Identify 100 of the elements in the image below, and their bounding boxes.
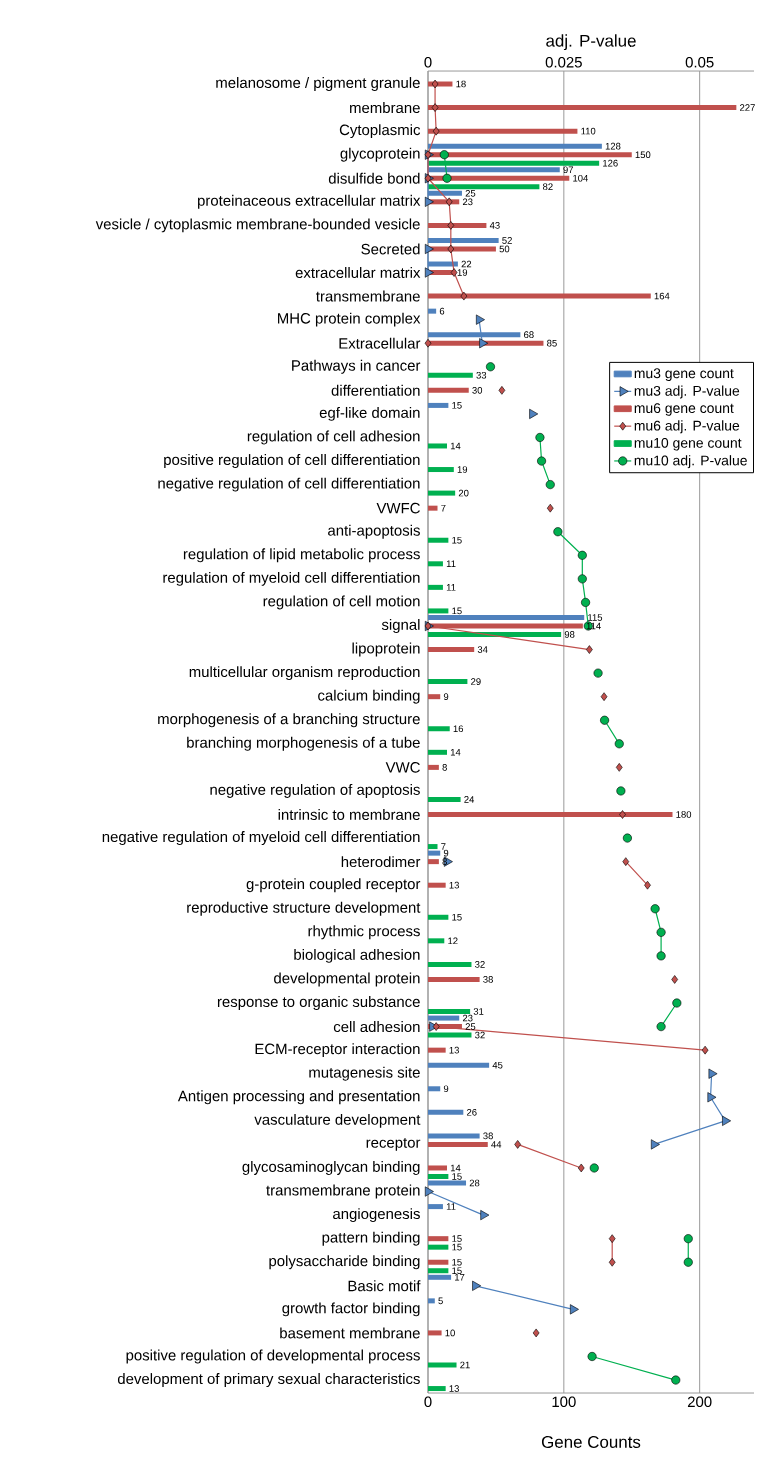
x-axis-title: Gene Counts [541, 1435, 641, 1448]
data-label: 115 [588, 614, 603, 621]
data-label: 21 [460, 1361, 470, 1369]
data-label: 15 [452, 402, 462, 409]
y-tick-label: branching morphogenesis of a tube [187, 736, 420, 751]
data-label: 85 [547, 339, 557, 347]
data-label: 15 [452, 1258, 462, 1266]
data-label: 82 [543, 183, 553, 191]
data-label: 128 [605, 142, 621, 150]
y-tick-label: regulation of myeloid cell differentiation [163, 571, 420, 586]
data-label: 11 [446, 584, 456, 591]
y-tick-label: polysaccharide binding [269, 1255, 420, 1270]
data-label: 32 [475, 1031, 485, 1039]
y-tick-label: regulation of lipid metabolic process [183, 548, 420, 563]
y-tick-label: rhythmic process [308, 925, 420, 940]
data-label: 38 [483, 976, 493, 983]
y-tick-label: Antigen processing and presentation [177, 1090, 420, 1105]
data-label: 126 [603, 159, 618, 167]
data-label: 8 [442, 764, 447, 771]
data-label: 11 [446, 1203, 456, 1210]
y-tick-label: melanosome / pigment granule [216, 77, 420, 91]
x-tick-label: 0 [424, 1396, 432, 1408]
y-tick-label: Secreted [361, 243, 420, 255]
data-label: 15 [452, 1173, 462, 1180]
data-label: 10 [445, 1329, 455, 1337]
data-label: 13 [449, 1046, 459, 1054]
y-tick-label: receptor [366, 1138, 421, 1151]
data-label: 23 [462, 198, 473, 206]
data-label: 23 [462, 1014, 473, 1022]
data-label: 24 [464, 796, 475, 803]
legend-label: mu10 adj. P-value [634, 455, 747, 469]
data-label: 45 [492, 1061, 503, 1069]
y-tick-label: basement membrane [280, 1327, 420, 1339]
y-tick-label: membrane [350, 102, 420, 114]
x2-tick-label: 0 [424, 56, 432, 68]
data-label: 18 [456, 80, 466, 88]
data-label: 150 [635, 151, 651, 159]
y-tick-label: VWFC [376, 502, 420, 514]
data-label: 52 [502, 237, 512, 244]
y-tick-label: differentiation [331, 384, 420, 396]
data-label: 97 [563, 166, 574, 174]
y-tick-label: developmental protein [274, 972, 420, 987]
y-tick-label: negative regulation of cell differentiation [158, 477, 420, 492]
data-label: 44 [491, 1141, 502, 1148]
data-label: 20 [458, 489, 469, 497]
y-tick-label: response to organic substance [217, 996, 420, 1010]
legend-label: mu10 gene count [634, 437, 742, 451]
y-tick-label: negative regulation of myeloid cell differentiation [102, 831, 420, 846]
y-tick-label: multicellular organism reproduction [189, 666, 420, 681]
y-tick-label: positive regulation of cell differentiation [164, 454, 420, 468]
y-tick-label: intrinsic to membrane [278, 809, 420, 820]
y-tick-label: glycosaminoglycan binding [242, 1161, 420, 1175]
y-tick-label: MHC protein complex [278, 312, 421, 327]
y-tick-label: growth factor binding [282, 1302, 420, 1317]
y-tick-label: lipoprotein [352, 642, 420, 657]
y-tick-label: heterodimer [341, 856, 421, 868]
y-tick-label: anti-apoptosis [328, 524, 420, 539]
data-label: 8 [442, 858, 447, 865]
data-label: 9 [443, 1085, 449, 1093]
y-tick-label: transmembrane [316, 290, 420, 302]
data-label: 11 [446, 560, 456, 568]
legend-label: mu3 gene count [634, 368, 734, 381]
data-label: 25 [465, 1023, 476, 1030]
y-tick-label: calcium binding [318, 689, 420, 704]
y-tick-label: Extracellular [339, 337, 421, 349]
data-label: 7 [441, 843, 446, 850]
y-tick-label: negative regulation of apoptosis [210, 783, 420, 798]
y-tick-label: biological adhesion [294, 948, 420, 963]
legend-label: mu6 adj. P-value [634, 420, 740, 434]
data-label: 33 [476, 371, 487, 379]
y-tick-label: Cytoplasmic [339, 124, 421, 139]
x2-axis-title: adj. P-value [546, 34, 636, 51]
y-tick-label: glycoprotein [340, 147, 420, 162]
y-tick-label: positive regulation of developmental process [126, 1349, 420, 1364]
data-label: 14 [450, 442, 461, 450]
y-tick-label: Pathways in cancer [292, 359, 421, 374]
data-label: 68 [524, 331, 534, 339]
data-label: 164 [654, 292, 670, 300]
y-tick-label: transmembrane protein [266, 1184, 420, 1199]
data-label: 15 [452, 1243, 462, 1251]
y-tick-label: angiogenesis [333, 1208, 420, 1223]
y-tick-label: Basic motif [348, 1280, 421, 1292]
data-label: 15 [452, 913, 462, 921]
data-label: 28 [469, 1179, 480, 1187]
data-label: 17 [455, 1274, 465, 1281]
x-tick-label: 100 [552, 1396, 576, 1408]
data-label: 15 [452, 536, 462, 544]
data-label: 30 [472, 386, 483, 394]
data-label: 13 [449, 881, 459, 889]
y-tick-label: vasculature development [254, 1113, 421, 1128]
data-label: 31 [473, 1008, 484, 1015]
y-tick-label: ECM-receptor interaction [255, 1043, 420, 1058]
y-tick-label: extracellular matrix [295, 267, 421, 278]
y-tick-label: development of primary sexual characteristics [117, 1373, 420, 1388]
data-label: 14 [450, 1164, 461, 1172]
y-tick-label: regulation of cell motion [263, 595, 420, 610]
data-label: 9 [443, 849, 449, 857]
y-tick-label: signal [381, 619, 420, 633]
legend-label: mu6 gene count [634, 403, 734, 416]
data-label: 19 [457, 269, 468, 276]
